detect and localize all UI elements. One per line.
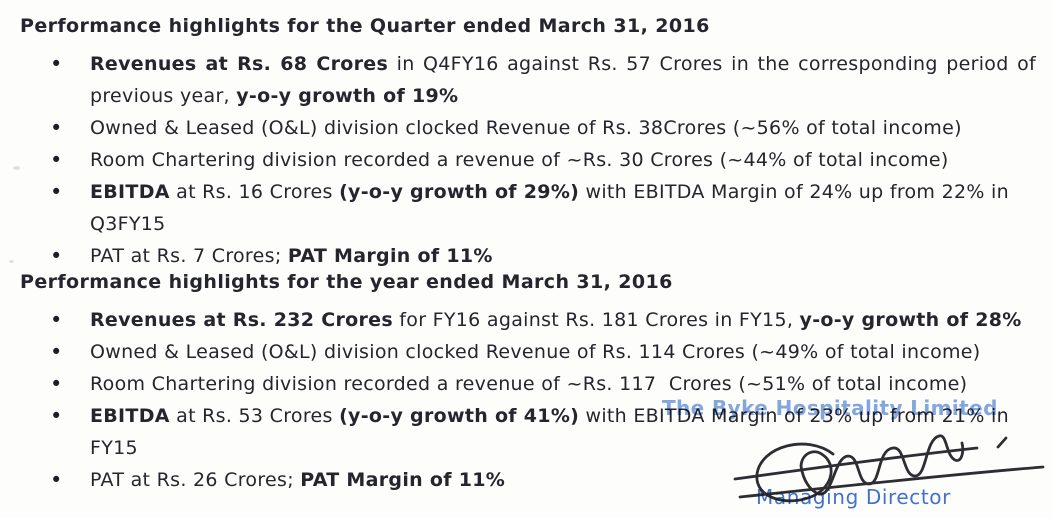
text-run: Room Chartering division recorded a reve… <box>90 149 949 171</box>
bullet-text: EBITDA at Rs. 53 Crores (y-o-y growth of… <box>90 400 1036 464</box>
bullet-icon: • <box>50 308 63 332</box>
text-run: Room Chartering division recorded a reve… <box>90 373 968 395</box>
text-run: y-o-y growth of 28% <box>799 309 1022 331</box>
text-run: PAT at Rs. 7 Crores; <box>90 245 288 267</box>
bullet-text: EBITDA at Rs. 16 Crores (y-o-y growth of… <box>90 176 1036 240</box>
bullet-text: Revenues at Rs. 68 Crores in Q4FY16 agai… <box>90 48 1036 112</box>
bullet-line: previous year, y-o-y growth of 19% <box>90 80 1036 112</box>
signature-underline-stroke <box>738 465 1045 499</box>
section-1-bullets: • Revenues at Rs. 232 Crores for FY16 aga… <box>20 304 1036 496</box>
bullet-text: Room Chartering division recorded a reve… <box>90 144 1036 176</box>
text-run: Owned & Leased (O&L) division clocked Re… <box>90 341 981 363</box>
quarter-section-heading: Performance highlights for the Quarter e… <box>20 15 710 37</box>
text-run: PAT Margin of 11% <box>300 469 506 491</box>
bullet-item: • EBITDA at Rs. 53 Crores (y-o-y growth o… <box>20 400 1036 464</box>
text-run: Revenues at Rs. 232 Crores <box>90 309 393 331</box>
bullet-icon: • <box>50 148 63 172</box>
text-run: Owned & Leased (O&L) division clocked Re… <box>90 117 962 139</box>
bullet-icon: • <box>50 404 63 428</box>
bullet-icon: • <box>50 244 63 268</box>
bullet-line: Room Chartering division recorded a reve… <box>90 144 1036 176</box>
bullet-text: Room Chartering division recorded a reve… <box>90 368 1036 400</box>
text-run: previous year, <box>90 85 237 107</box>
text-run: EBITDA <box>90 405 170 427</box>
bullet-item: • PAT at Rs. 7 Crores; PAT Margin of 11% <box>20 240 1036 272</box>
text-run: Revenues at Rs. 68 Crores <box>90 53 389 75</box>
bullet-line: Revenues at Rs. 232 Crores for FY16 agai… <box>90 304 1036 336</box>
company-stamp-text: The Byke Hospitality Limited <box>662 396 998 420</box>
handwritten-signature <box>733 434 1045 503</box>
text-run: in Q4FY16 against Rs. 57 Crores in the c… <box>388 53 1036 75</box>
bullet-item: • Owned & Leased (O&L) division clocked R… <box>20 112 1036 144</box>
signature-cross-stroke <box>733 446 979 481</box>
year-section-heading: Performance highlights for the year ende… <box>20 271 673 293</box>
text-run: PAT Margin of 11% <box>287 245 493 267</box>
text-run: y-o-y growth of 19% <box>236 85 459 107</box>
text-run: with EBITDA Margin of 24% up from 22% in… <box>90 181 1016 235</box>
bullet-icon: • <box>50 116 63 140</box>
bullet-line: Owned & Leased (O&L) division clocked Re… <box>90 336 1036 368</box>
bullet-line: EBITDA at Rs. 16 Crores (y-o-y growth of… <box>90 176 1036 240</box>
bullet-item: • Room Chartering division recorded a rev… <box>20 144 1036 176</box>
bullet-icon: • <box>50 468 63 492</box>
text-run: (y-o-y growth of 41%) <box>339 405 580 427</box>
bullet-line: EBITDA at Rs. 53 Crores (y-o-y growth of… <box>90 400 1036 464</box>
signature-scrawl-stroke <box>817 434 965 496</box>
text-run: at Rs. 16 Crores <box>169 181 340 203</box>
bullet-icon: • <box>50 180 63 204</box>
bullet-item: • Room Chartering division recorded a rev… <box>20 368 1036 400</box>
bullet-text: Owned & Leased (O&L) division clocked Re… <box>90 336 1036 368</box>
bullet-text: Owned & Leased (O&L) division clocked Re… <box>90 112 1036 144</box>
quarter-highlights-section: Performance highlights for the Quarter e… <box>20 10 1036 272</box>
bullet-line: Owned & Leased (O&L) division clocked Re… <box>90 112 1036 144</box>
text-run: PAT at Rs. 26 Crores; <box>90 469 301 491</box>
text-run: (y-o-y growth of 29%) <box>339 181 580 203</box>
managing-director-label: Managing Director <box>756 485 951 509</box>
bullet-item: • Revenues at Rs. 232 Crores for FY16 aga… <box>20 304 1036 336</box>
bullet-text: Revenues at Rs. 232 Crores for FY16 agai… <box>90 304 1036 336</box>
bullet-line: PAT at Rs. 7 Crores; PAT Margin of 11% <box>90 240 1036 272</box>
text-run: at Rs. 53 Crores <box>169 405 340 427</box>
bullet-item: • EBITDA at Rs. 16 Crores (y-o-y growth o… <box>20 176 1036 240</box>
scan-speck <box>9 260 14 263</box>
text-run: for FY16 against Rs. 181 Crores in FY15, <box>392 309 800 331</box>
bullet-line: Revenues at Rs. 68 Crores in Q4FY16 agai… <box>90 48 1036 80</box>
text-run: with EBITDA Margin of 23% up from 21% in… <box>90 405 1016 459</box>
year-highlights-section: Performance highlights for the year ende… <box>20 266 1036 496</box>
bullet-icon: • <box>50 52 63 76</box>
text-run: EBITDA <box>90 181 170 203</box>
section-0-bullets: • Revenues at Rs. 68 Crores in Q4FY16 aga… <box>20 48 1036 272</box>
bullet-line: PAT at Rs. 26 Crores; PAT Margin of 11% <box>90 464 1036 496</box>
bullet-icon: • <box>50 340 63 364</box>
scan-speck <box>13 166 20 170</box>
signature-tick-stroke <box>996 436 1008 449</box>
bullet-text: PAT at Rs. 7 Crores; PAT Margin of 11% <box>90 240 1036 272</box>
bullet-icon: • <box>50 372 63 396</box>
bullet-item: • Revenues at Rs. 68 Crores in Q4FY16 aga… <box>20 48 1036 112</box>
bullet-text: PAT at Rs. 26 Crores; PAT Margin of 11% <box>90 464 1036 496</box>
bullet-line: Room Chartering division recorded a reve… <box>90 368 1036 400</box>
bullet-item: • Owned & Leased (O&L) division clocked R… <box>20 336 1036 368</box>
bullet-item: • PAT at Rs. 26 Crores; PAT Margin of 11% <box>20 464 1036 496</box>
